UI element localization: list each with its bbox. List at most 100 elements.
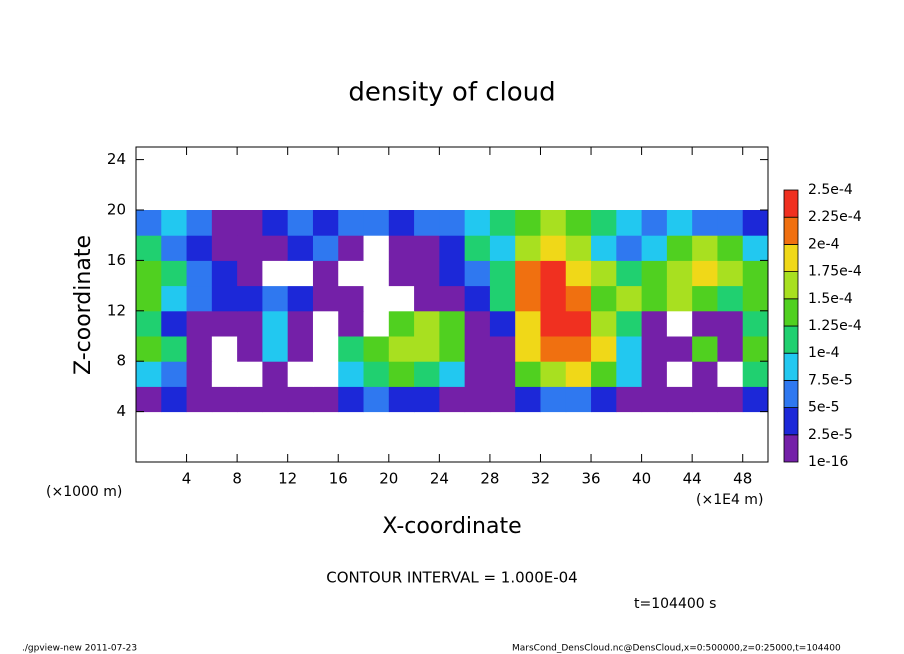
colorbar-box [783,407,799,436]
cell [414,336,440,362]
cell [489,386,516,413]
cell [262,210,289,236]
cell [717,361,744,387]
cell [742,285,769,312]
cell [641,235,668,261]
cell [363,210,390,236]
cell [161,310,188,337]
cell [692,361,718,387]
cell [211,260,238,287]
colorbar-box [783,434,799,463]
cell [136,386,162,413]
cell [312,260,339,287]
cell [211,285,238,312]
cell [439,260,466,287]
cell [388,260,415,287]
cell [489,336,516,362]
cell [565,210,592,236]
x-tick-label: 40 [632,470,651,488]
cell [312,361,339,387]
cell [742,260,769,287]
cell [515,285,541,312]
cell [565,260,592,287]
x-tick-label: 16 [329,470,348,488]
cell [641,386,668,413]
cell [262,386,289,413]
cell [312,336,339,362]
cell [641,336,668,362]
cell [616,210,643,236]
cell [338,210,365,236]
cell [717,285,744,312]
cell [312,310,339,337]
cell [591,386,617,413]
cell [692,235,718,261]
cell [641,285,668,312]
colorbar-label: 1e-16 [808,454,848,470]
cell [439,310,466,337]
cell [237,210,263,236]
cell [692,386,718,413]
x-tick-label: 20 [379,470,398,488]
cell [388,361,415,387]
cell [666,386,693,413]
cell [616,386,643,413]
cell [161,210,188,236]
cell [692,210,718,236]
cell [692,260,718,287]
cell [692,310,718,337]
cell [591,336,617,362]
cell [262,361,289,387]
y-tick-label: 12 [107,301,126,319]
cell [515,361,541,387]
cell [692,336,718,362]
cell [666,235,693,261]
colorbar-label: 2.5e-5 [808,427,853,443]
cell [591,235,617,261]
cell [464,361,491,387]
x-unit-left: (×1000 m) [46,484,122,500]
colorbar-label: 5e-5 [808,400,839,416]
cell [540,361,567,387]
cell [591,210,617,236]
cell [211,336,238,362]
y-tick-label: 20 [107,201,126,219]
y-tick-label: 16 [107,251,126,269]
cell [161,235,188,261]
cell [136,336,162,362]
cell [312,235,339,261]
colorbar-box [783,325,799,354]
contour-note: CONTOUR INTERVAL = 1.000E-04 [326,569,577,587]
cell [262,336,289,362]
cell [742,361,769,387]
cell [464,235,491,261]
colorbar-label: 1.25e-4 [808,318,862,334]
cell [363,285,390,312]
colorbar-label: 2.25e-4 [808,209,862,225]
cell [742,310,769,337]
cell [186,260,213,287]
cell [591,310,617,337]
footer-left: ./gpview-new 2011-07-23 [22,644,137,654]
cell [616,285,643,312]
cell [414,210,440,236]
cell [414,285,440,312]
cell [565,361,592,387]
cell [363,235,390,261]
cell [262,235,289,261]
cell [540,285,567,312]
cell [489,260,516,287]
cell [565,336,592,362]
cell [742,235,769,261]
cell [262,260,289,287]
cell [211,386,238,413]
cell [742,210,769,236]
cell [338,235,365,261]
cell [161,285,188,312]
cell [388,310,415,337]
colorbar-label: 1.75e-4 [808,264,862,280]
cell [161,336,188,362]
cell [161,260,188,287]
cell [338,361,365,387]
cell [641,310,668,337]
